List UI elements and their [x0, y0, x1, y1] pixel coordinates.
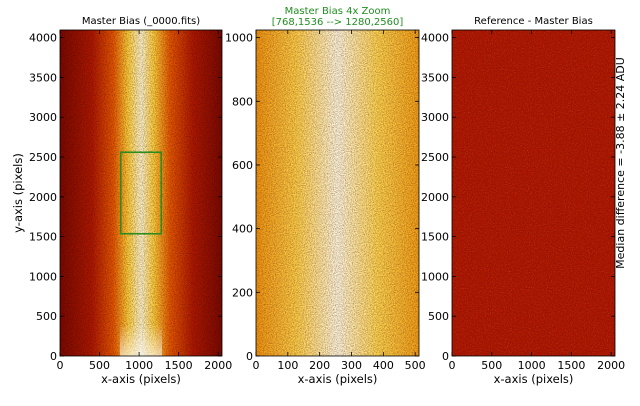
x-tick-label: 2000: [597, 359, 625, 372]
right-axes-frame: [451, 29, 616, 357]
x-tick-label: 200: [309, 359, 330, 372]
x-tick-label: 1000: [125, 359, 153, 372]
x-tick-label: 100: [277, 359, 298, 372]
y-tick-label: 0: [246, 350, 253, 363]
middle-image-noise: [256, 30, 419, 356]
y-tick-label: 1000: [225, 32, 253, 45]
middle-x-axis-label: x-axis (pixels): [298, 372, 378, 386]
x-tick-label: 300: [341, 359, 362, 372]
y-tick-label: 400: [232, 223, 253, 236]
x-tick-label: 500: [481, 359, 502, 372]
zoom-region-box: [119, 151, 163, 235]
left-axes-frame: [59, 29, 223, 357]
middle-title: Master Bias 4x Zoom: [285, 6, 391, 17]
left-y-axis-label: y-axis (pixels): [11, 153, 25, 233]
middle-axes-frame: [255, 29, 420, 357]
x-tick-label: 500: [89, 359, 110, 372]
x-tick-label: 400: [373, 359, 394, 372]
y-tick-label: 500: [428, 310, 449, 323]
y-tick-label: 2500: [421, 151, 449, 164]
y-tick-label: 4000: [421, 32, 449, 45]
y-tick-label: 2000: [421, 191, 449, 204]
y-tick-label: 1500: [29, 231, 57, 244]
median-difference-label: Median difference = -3.88 ± 2.24 ADU: [614, 57, 627, 269]
y-tick-label: 500: [36, 310, 57, 323]
x-tick-label: 0: [449, 359, 456, 372]
x-tick-label: 0: [57, 359, 64, 372]
y-tick-label: 800: [232, 95, 253, 108]
left-image-noise: [60, 30, 222, 356]
y-tick-label: 1500: [421, 231, 449, 244]
y-tick-label: 0: [442, 350, 449, 363]
y-tick-label: 200: [232, 286, 253, 299]
x-tick-label: 1000: [518, 359, 546, 372]
x-tick-label: 2000: [204, 359, 232, 372]
left-title: Master Bias (_0000.fits): [82, 16, 200, 27]
y-tick-label: 3000: [421, 111, 449, 124]
y-tick-label: 4000: [29, 32, 57, 45]
panel-right: 0 500 1000 1500 2000 0 500 1000 1500 2000 2500 3000…: [421, 16, 627, 386]
left-bright-foot: [119, 323, 163, 356]
y-tick-label: 3000: [29, 111, 57, 124]
y-tick-label: 0: [50, 350, 57, 363]
y-tick-label: 1000: [421, 270, 449, 283]
x-tick-label: 0: [253, 359, 260, 372]
y-tick-label: 600: [232, 159, 253, 172]
y-tick-label: 2000: [29, 191, 57, 204]
left-x-axis-label: x-axis (pixels): [101, 372, 181, 386]
y-tick-label: 2500: [29, 151, 57, 164]
right-image-noise: [452, 30, 615, 356]
right-title: Reference - Master Bias: [474, 16, 593, 27]
middle-subtitle: [768,1536 --> 1280,2560]: [272, 17, 404, 28]
x-tick-label: 1500: [165, 359, 193, 372]
y-tick-label: 3500: [421, 71, 449, 84]
x-tick-label: 1500: [557, 359, 585, 372]
panel-left: 0 500 1000 1500 2000 0 500 1000 1500 2000 2500 3000…: [11, 16, 232, 386]
x-tick-label: 500: [405, 359, 426, 372]
panel-middle: 0 100 200 300 400 500 0 200 400 600 800 1000 x-axis …: [225, 6, 426, 386]
right-x-axis-label: x-axis (pixels): [494, 372, 574, 386]
y-tick-label: 1000: [29, 270, 57, 283]
y-tick-label: 3500: [29, 71, 57, 84]
